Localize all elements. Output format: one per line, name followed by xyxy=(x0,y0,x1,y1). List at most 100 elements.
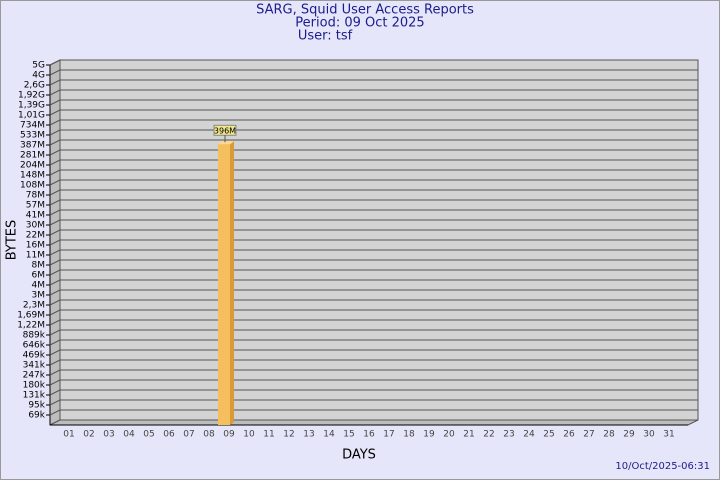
grid-line xyxy=(49,229,61,236)
grid-line xyxy=(49,349,61,356)
grid-line xyxy=(49,149,61,156)
y-tick-label: 69k xyxy=(28,411,45,421)
grid-line xyxy=(49,179,61,186)
x-tick-label: 27 xyxy=(583,430,594,440)
grid-line xyxy=(49,129,61,136)
value-label: 396M xyxy=(214,126,236,135)
y-tick-label: 11M xyxy=(26,251,45,261)
y-tick-label: 78M xyxy=(26,191,45,201)
x-tick-label: 30 xyxy=(643,430,655,440)
grid-line xyxy=(49,139,61,146)
y-tick-label: 533M xyxy=(20,131,45,141)
grid-line xyxy=(49,249,61,256)
y-tick-label: 281M xyxy=(20,151,45,161)
x-tick-label: 26 xyxy=(563,430,575,440)
y-tick-label: 180k xyxy=(23,381,46,391)
x-tick-label: 02 xyxy=(83,430,94,440)
y-tick-label: 646k xyxy=(23,341,46,351)
floor xyxy=(49,419,699,426)
y-tick-label: 341k xyxy=(23,361,46,371)
footer: 10/Oct/2025-06:31 xyxy=(615,461,710,472)
y-tick-label: 1,01G xyxy=(18,111,45,121)
grid-line xyxy=(49,309,61,316)
x-tick-label: 22 xyxy=(483,430,494,440)
grid-line xyxy=(49,99,61,106)
y-tick-label: 95k xyxy=(28,401,45,411)
y-tick-label: 4G xyxy=(32,71,45,81)
x-tick-label: 07 xyxy=(183,430,194,440)
y-tick-label: 8M xyxy=(32,261,46,271)
y-tick-label: 57M xyxy=(26,201,45,211)
y-tick-label: 204M xyxy=(20,161,45,171)
grid-line xyxy=(49,359,61,366)
x-tick-label: 24 xyxy=(523,430,535,440)
x-tick-label: 10 xyxy=(243,430,255,440)
y-tick-label: 6M xyxy=(32,271,46,281)
y-tick-label: 1,22M xyxy=(17,321,45,331)
grid-line xyxy=(49,369,61,376)
x-tick-label: 19 xyxy=(423,430,435,440)
y-axis-label: BYTES xyxy=(5,220,20,261)
y-tick-label: 41M xyxy=(26,211,45,221)
x-tick-label: 28 xyxy=(603,430,615,440)
y-tick-label: 734M xyxy=(20,121,45,131)
x-tick-label: 15 xyxy=(343,430,354,440)
bar-side xyxy=(230,141,234,425)
y-tick-label: 2,3M xyxy=(23,301,45,311)
grid-line xyxy=(49,169,61,176)
subtitle: Period: 09 Oct 2025 xyxy=(295,16,424,31)
grid-line xyxy=(49,119,61,126)
grid-line xyxy=(49,379,61,386)
grid-line xyxy=(49,399,61,406)
y-tick-label: 148M xyxy=(20,171,45,181)
x-tick-label: 05 xyxy=(143,430,154,440)
y-tick-label: 30M xyxy=(26,221,45,231)
y-tick-label: 4M xyxy=(32,281,46,291)
bar xyxy=(218,144,230,425)
bar-top xyxy=(218,141,234,145)
grid-line xyxy=(49,279,61,286)
y-tick-label: 1,39G xyxy=(18,101,45,111)
grid-line xyxy=(49,209,61,216)
x-tick-label: 08 xyxy=(203,430,215,440)
x-tick-label: 06 xyxy=(163,430,175,440)
x-tick-label: 11 xyxy=(263,430,274,440)
y-tick-label: 2,6G xyxy=(24,81,45,91)
grid-line xyxy=(49,269,61,276)
grid-line xyxy=(49,69,61,76)
grid-line xyxy=(49,189,61,196)
grid-line xyxy=(49,199,61,206)
y-tick-label: 889k xyxy=(23,331,46,341)
grid-line xyxy=(49,389,61,396)
x-tick-label: 25 xyxy=(543,430,554,440)
grid-line xyxy=(49,159,61,166)
y-tick-label: 22M xyxy=(26,231,45,241)
grid-line xyxy=(49,79,61,86)
x-tick-label: 03 xyxy=(103,430,114,440)
grid-line xyxy=(49,299,61,306)
x-tick-label: 31 xyxy=(663,430,674,440)
grid-line xyxy=(49,339,61,346)
y-tick-label: 131k xyxy=(23,391,46,401)
x-tick-label: 09 xyxy=(223,430,235,440)
x-tick-label: 04 xyxy=(123,430,135,440)
x-tick-label: 12 xyxy=(283,430,294,440)
x-tick-label: 21 xyxy=(463,430,474,440)
x-tick-label: 29 xyxy=(623,430,635,440)
x-tick-label: 13 xyxy=(303,430,314,440)
grid-line xyxy=(49,109,61,116)
x-tick-label: 14 xyxy=(323,430,335,440)
grid-line xyxy=(49,329,61,336)
grid-line xyxy=(49,239,61,246)
grid-line xyxy=(49,89,61,96)
grid-line xyxy=(49,409,61,416)
x-tick-label: 17 xyxy=(383,430,394,440)
subtitle: User: tsf xyxy=(298,29,353,44)
x-tick-label: 20 xyxy=(443,430,455,440)
x-tick-label: 23 xyxy=(503,430,514,440)
x-axis-label: DAYS xyxy=(342,448,376,463)
y-tick-label: 5G xyxy=(32,61,45,71)
y-tick-label: 387M xyxy=(20,141,45,151)
